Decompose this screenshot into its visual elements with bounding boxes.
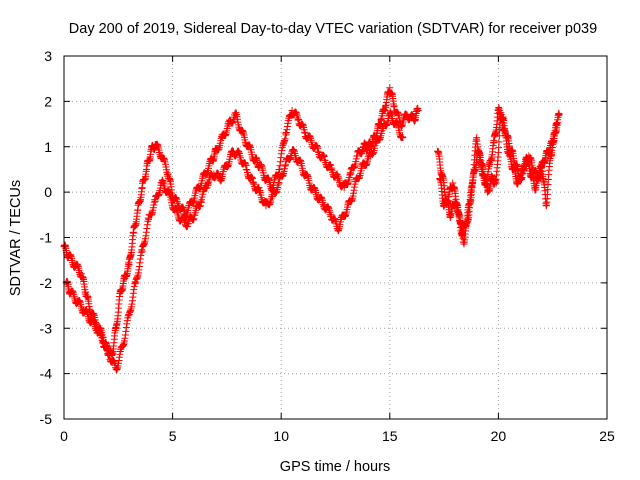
x-axis: 0 5 10 15 20 25	[60, 56, 615, 444]
data-points	[60, 84, 563, 374]
x-tick-label: 20	[491, 428, 507, 444]
x-tick-label: 5	[169, 428, 177, 444]
data-point	[495, 138, 503, 146]
x-tick-label: 15	[382, 428, 398, 444]
x-axis-label: GPS time / hours	[280, 459, 390, 475]
x-tick-label: 25	[599, 428, 615, 444]
y-tick-label: -4	[40, 366, 53, 382]
data-point	[414, 106, 422, 114]
y-tick-label: 0	[44, 184, 52, 200]
y-tick-label: -5	[40, 411, 53, 427]
data-point	[492, 179, 500, 187]
x-tick-label: 10	[273, 428, 289, 444]
data-point	[399, 134, 407, 142]
y-axis: -5 -4 -3 -2 -1 0 1 2 3	[40, 48, 607, 427]
y-tick-label: 3	[44, 48, 52, 64]
data-point	[555, 111, 563, 119]
y-tick-label: -2	[40, 275, 53, 291]
y-tick-label: 2	[44, 93, 52, 109]
x-tick-label: 0	[60, 428, 68, 444]
chart-title: Day 200 of 2019, Sidereal Day-to-day VTE…	[69, 21, 597, 37]
y-tick-label: -3	[40, 320, 53, 336]
y-axis-label: SDTVAR / TECUs	[8, 180, 24, 296]
y-tick-label: 1	[44, 139, 52, 155]
data-point	[553, 120, 561, 128]
data-point	[495, 132, 503, 140]
y-tick-label: -1	[40, 230, 53, 246]
